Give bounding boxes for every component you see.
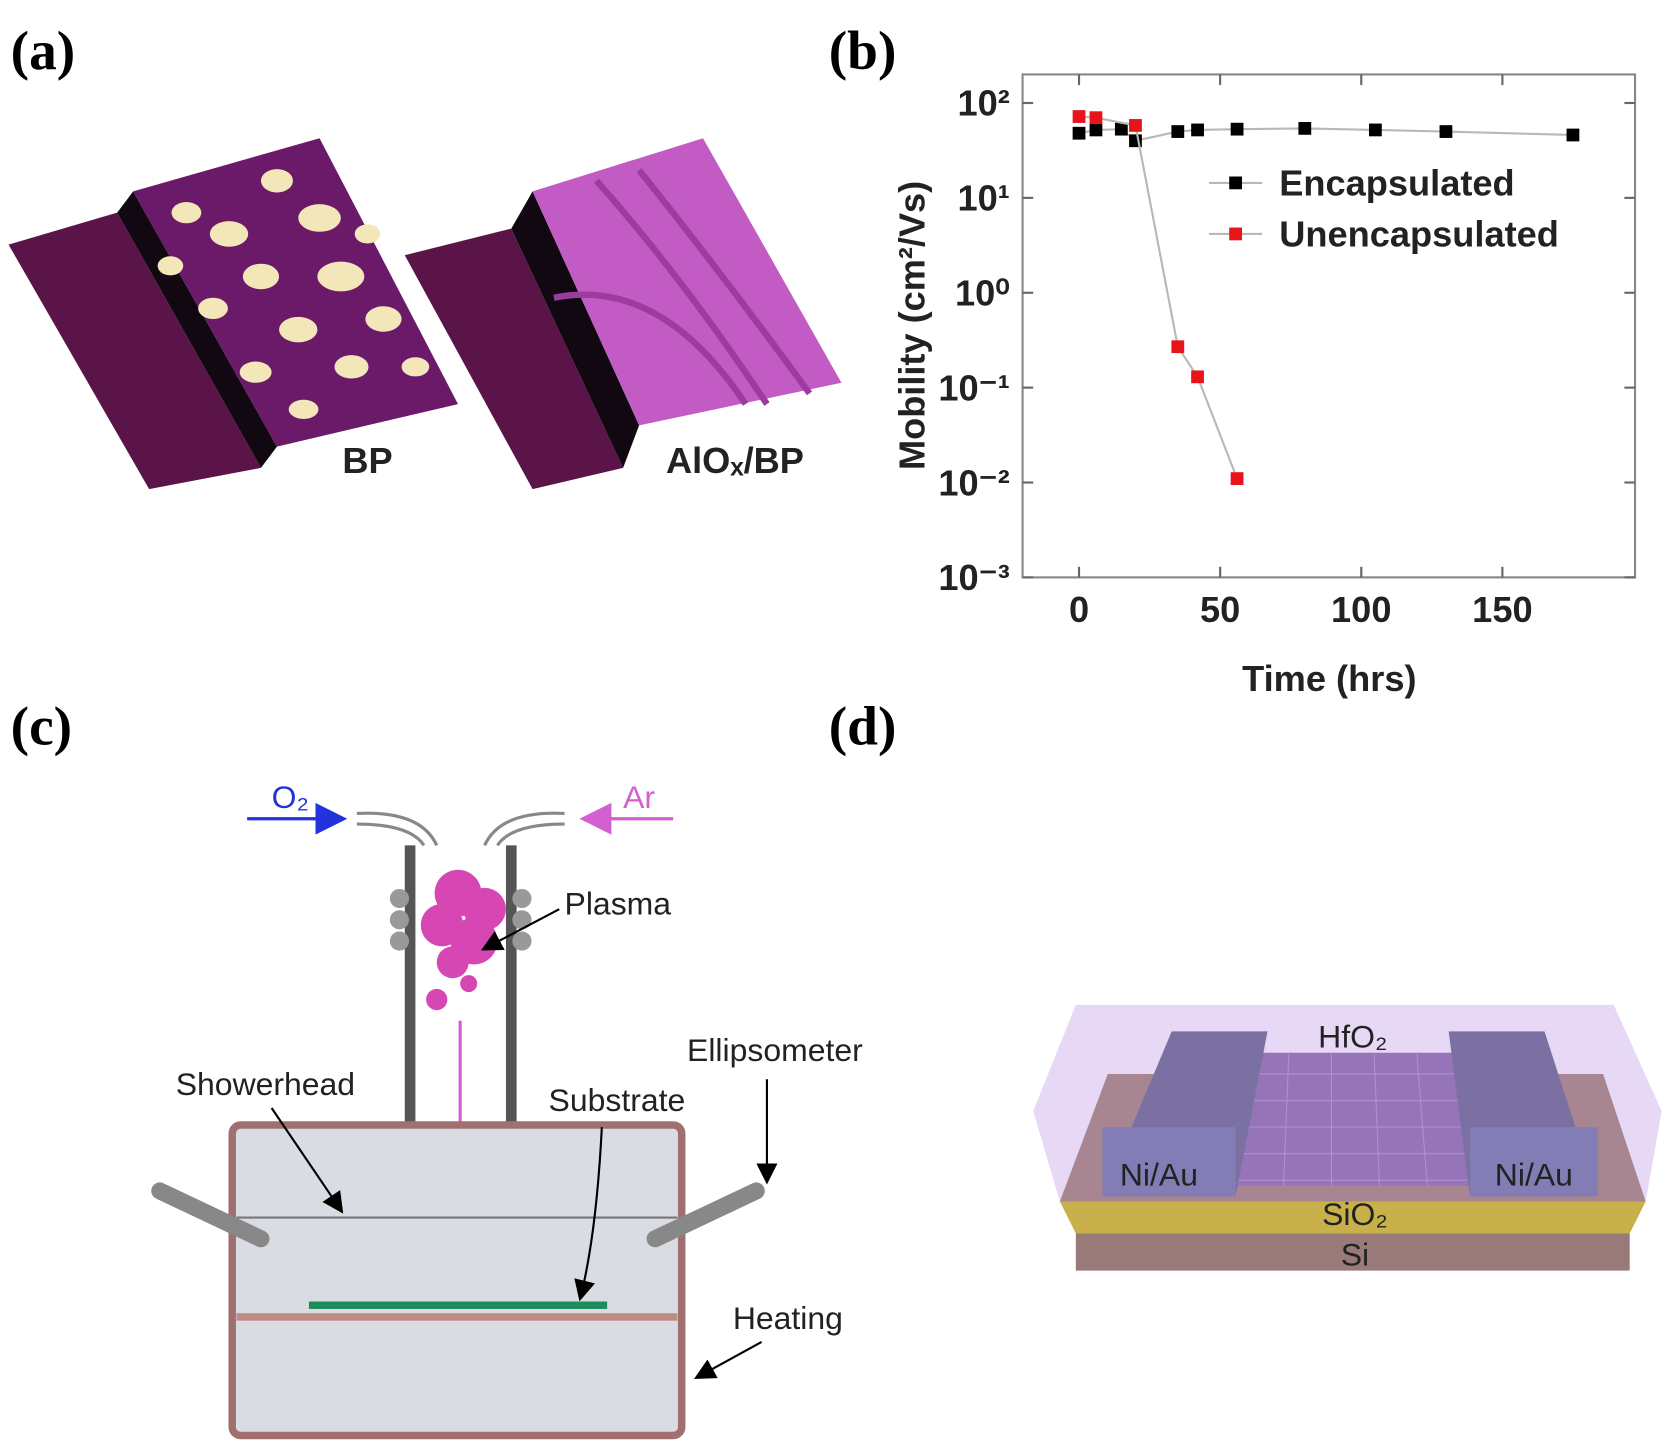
data-point <box>1072 110 1086 123</box>
chart: Time (hrs) Mobility (cm²/Vs) 0 50 100 150 10… <box>892 73 1637 699</box>
data-point <box>1089 111 1103 125</box>
layer-label: HfO₂ <box>1318 1018 1387 1054</box>
y-tick-label: 10⁻³ <box>938 557 1009 598</box>
y-tick-label: 10⁰ <box>955 273 1010 314</box>
label: Plasma <box>565 885 672 921</box>
data-point <box>1368 123 1382 137</box>
image-caption: BP <box>342 440 392 481</box>
x-tick-label: 0 <box>1069 589 1089 630</box>
label: Ellipsometer <box>687 1032 863 1068</box>
series-line <box>1078 127 1573 142</box>
y-tick-label: 10¹ <box>957 178 1009 219</box>
data-point <box>1298 122 1312 135</box>
y-tick-label: 10⁻¹ <box>938 367 1009 408</box>
panel-label: (a) <box>11 20 76 81</box>
x-tick-label: 150 <box>1472 589 1532 630</box>
legend-label: Unencapsulated <box>1279 214 1559 255</box>
layer-label: Si <box>1341 1236 1369 1272</box>
data-point <box>1439 125 1453 138</box>
image-caption: AlOₓ/BP <box>666 440 804 481</box>
legend-label: Encapsulated <box>1279 163 1514 204</box>
afm-images: BP AlOₓ/BP <box>8 138 842 490</box>
gas-label: Ar <box>623 779 655 815</box>
layer-label: Ni/Au <box>1120 1157 1198 1193</box>
series-line <box>1078 115 1239 479</box>
layer-label: SiO₂ <box>1322 1196 1388 1232</box>
legend-marker <box>1229 176 1242 190</box>
legend-marker <box>1229 227 1242 241</box>
x-tick-label: 50 <box>1200 589 1240 630</box>
data-point <box>1129 119 1142 132</box>
plot-frame <box>1021 73 1637 579</box>
data-point <box>1072 126 1086 140</box>
data-point <box>1171 340 1185 354</box>
data-point <box>1230 472 1244 485</box>
data-point <box>1191 123 1204 137</box>
panel-label: (d) <box>829 695 897 756</box>
panel-label: (c) <box>11 695 72 756</box>
label: Showerhead <box>176 1066 355 1102</box>
data-point <box>1114 122 1128 136</box>
gas-label: O₂ <box>272 779 309 815</box>
device-diagram: HfO₂ Ni/Au Ni/Au SiO₂ Si <box>1033 1004 1662 1272</box>
data-point <box>1566 128 1580 142</box>
data-point <box>1191 370 1204 384</box>
label: Substrate <box>549 1082 686 1118</box>
data-point <box>1171 125 1185 138</box>
label: Heating <box>733 1300 843 1336</box>
data-point <box>1230 122 1244 136</box>
y-tick-label: 10² <box>957 83 1009 124</box>
y-axis-title: Mobility (cm²/Vs) <box>892 181 933 470</box>
layer-label: Ni/Au <box>1495 1157 1573 1193</box>
x-axis-title: Time (hrs) <box>1242 658 1416 699</box>
x-tick-label: 100 <box>1331 589 1391 630</box>
panel-label: (b) <box>829 20 897 81</box>
peald-diagram: O₂ Ar Plasma Showerhead Substrate Ellips… <box>151 779 863 1440</box>
y-tick-label: 10⁻² <box>938 462 1009 503</box>
data-point <box>1089 123 1103 137</box>
